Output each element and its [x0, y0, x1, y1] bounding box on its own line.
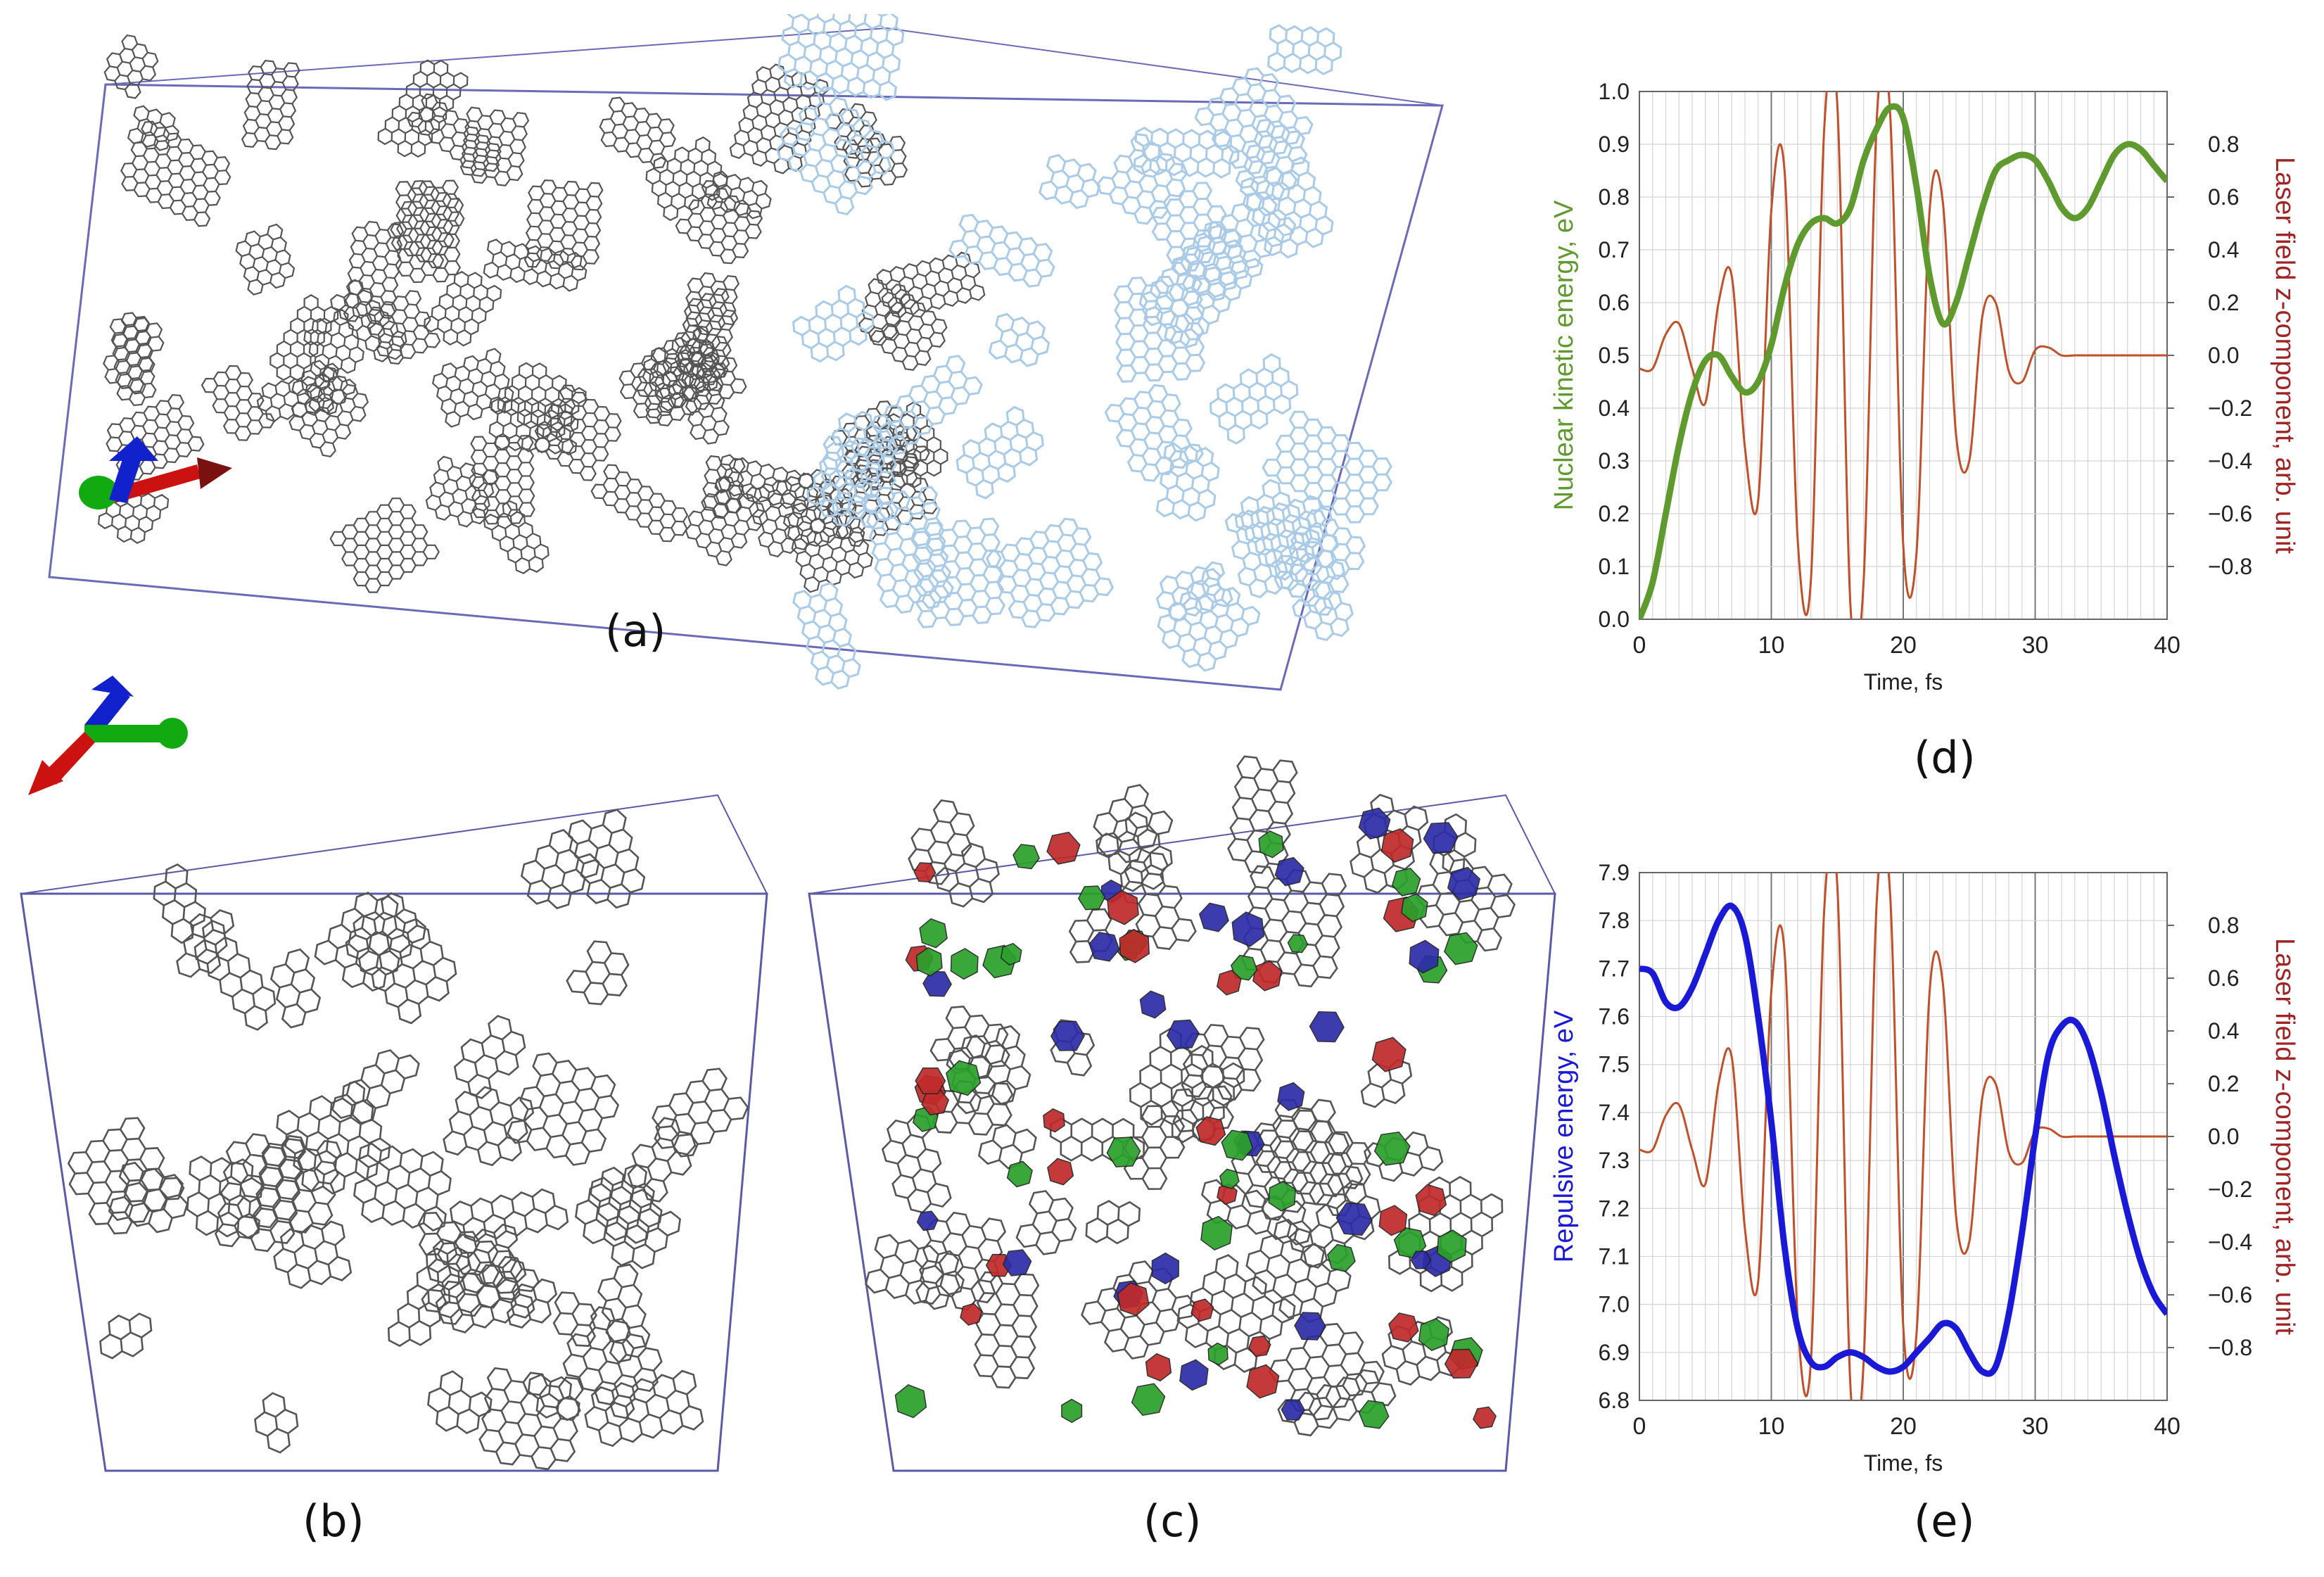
y-axis-label: Nuclear kinetic energy, eV: [1549, 200, 1579, 510]
y-axis-label: Repulsive energy, eV: [1549, 1010, 1579, 1262]
y2-tick-label: −0.4: [2208, 448, 2252, 474]
panel-label-c: (c): [1143, 1495, 1202, 1547]
carbon-network-blue: [776, 14, 1393, 690]
y-tick-label: 7.0: [1599, 1292, 1630, 1317]
x-tick-label: 0: [1633, 1413, 1646, 1440]
x-tick-label: 40: [2154, 632, 2180, 659]
x-tick-label: 0: [1633, 632, 1646, 659]
y2-axis-label: Laser field z-component, arb. unit: [2270, 157, 2299, 554]
y2-tick-label: −0.8: [2208, 554, 2252, 579]
y-tick-label: 0.0: [1599, 607, 1630, 632]
energy-series: [1639, 103, 2167, 619]
structure-panel-b: [20, 794, 768, 1472]
simulation-box-c: [808, 892, 1556, 1472]
y-tick-label: 7.6: [1599, 1004, 1630, 1030]
y2-tick-label: −0.8: [2208, 1335, 2252, 1360]
x-tick-label: 10: [1758, 1413, 1785, 1440]
y-tick-label: 7.3: [1599, 1148, 1630, 1173]
x-tick-label: 10: [1758, 632, 1785, 659]
y-tick-label: 6.8: [1599, 1388, 1630, 1413]
y-tick-label: 7.9: [1599, 860, 1630, 885]
energy-series: [1639, 902, 2167, 1377]
panel-label-d: (d): [1914, 732, 1976, 783]
x-tick-label: 30: [2022, 1413, 2049, 1440]
y-tick-label: 0.3: [1599, 448, 1630, 474]
x-tick-label: 30: [2022, 632, 2049, 659]
structure-panel-a: [48, 14, 1444, 691]
y2-tick-label: 0.4: [2208, 1018, 2239, 1044]
carbon-network-b: [67, 809, 749, 1471]
x-tick-label: 20: [1890, 1413, 1917, 1440]
y-tick-label: 0.1: [1599, 554, 1630, 579]
y-tick-label: 7.8: [1599, 908, 1630, 933]
y2-tick-label: −0.6: [2208, 1282, 2252, 1307]
panel-label-b: (b): [303, 1495, 364, 1547]
y2-tick-label: 0.8: [2208, 913, 2239, 938]
panel-label-e: (e): [1914, 1495, 1975, 1547]
y-tick-label: 7.5: [1599, 1052, 1630, 1077]
y2-tick-label: 0.2: [2208, 290, 2239, 315]
y2-tick-label: 0.0: [2208, 343, 2239, 368]
y-tick-label: 0.7: [1599, 237, 1630, 262]
y-tick-label: 1.0: [1599, 79, 1630, 104]
y-tick-label: 0.4: [1599, 395, 1630, 421]
chart-e: 6.8 6.9 7.0 7.1 7.2 7.3 7.4 7.5 7.6 7.7 7.8 7.9 −0.8…: [1549, 860, 2299, 1476]
y-tick-label: 6.9: [1599, 1340, 1630, 1365]
y2-tick-label: 0.6: [2208, 965, 2239, 991]
x-tick-label: 40: [2154, 1413, 2180, 1440]
y-tick-label: 7.2: [1599, 1196, 1630, 1221]
y2-axis-label: Laser field z-component, arb. unit: [2270, 938, 2299, 1335]
x-axis-label: Time, fs: [1864, 669, 1943, 695]
y-tick-label: 7.4: [1599, 1100, 1630, 1125]
carbon-network-c: [865, 755, 1516, 1437]
y2-tick-label: 0.8: [2208, 132, 2239, 157]
chart-d: 0.0 0.1 0.2 0.3 0.4 0.5 0.6 0.7 0.8 0.9 1.0 −0.8 −0.…: [1549, 79, 2299, 695]
y2-tick-label: 0.2: [2208, 1071, 2239, 1096]
y-tick-label: 0.6: [1599, 290, 1630, 315]
x-axis-label: Time, fs: [1864, 1450, 1943, 1476]
ring-faces-c: [894, 807, 1497, 1429]
y-tick-label: 7.1: [1599, 1243, 1630, 1269]
y2-tick-label: 0.4: [2208, 237, 2239, 262]
carbon-network-grey: [97, 34, 986, 593]
laser-field-series: [1639, 91, 2167, 619]
y-tick-label: 0.5: [1599, 343, 1630, 368]
simulation-box-a: [48, 83, 1444, 691]
panel-label-a: (a): [605, 605, 666, 657]
y2-tick-label: 0.6: [2208, 184, 2239, 210]
x-tick-label: 20: [1890, 632, 1917, 659]
axis-triad-a: [79, 436, 232, 509]
y2-tick-label: −0.6: [2208, 501, 2252, 526]
y2-tick-label: −0.2: [2208, 1177, 2252, 1202]
y-tick-label: 0.8: [1599, 184, 1630, 210]
y2-tick-label: 0.0: [2208, 1124, 2239, 1149]
y-tick-label: 7.7: [1599, 956, 1630, 981]
axis-triad-b: [28, 676, 188, 795]
y-tick-label: 0.9: [1599, 132, 1630, 157]
y2-tick-label: −0.4: [2208, 1229, 2252, 1255]
y-tick-label: 0.2: [1599, 501, 1630, 526]
y2-tick-label: −0.2: [2208, 395, 2252, 421]
structure-panel-c: [808, 755, 1556, 1472]
